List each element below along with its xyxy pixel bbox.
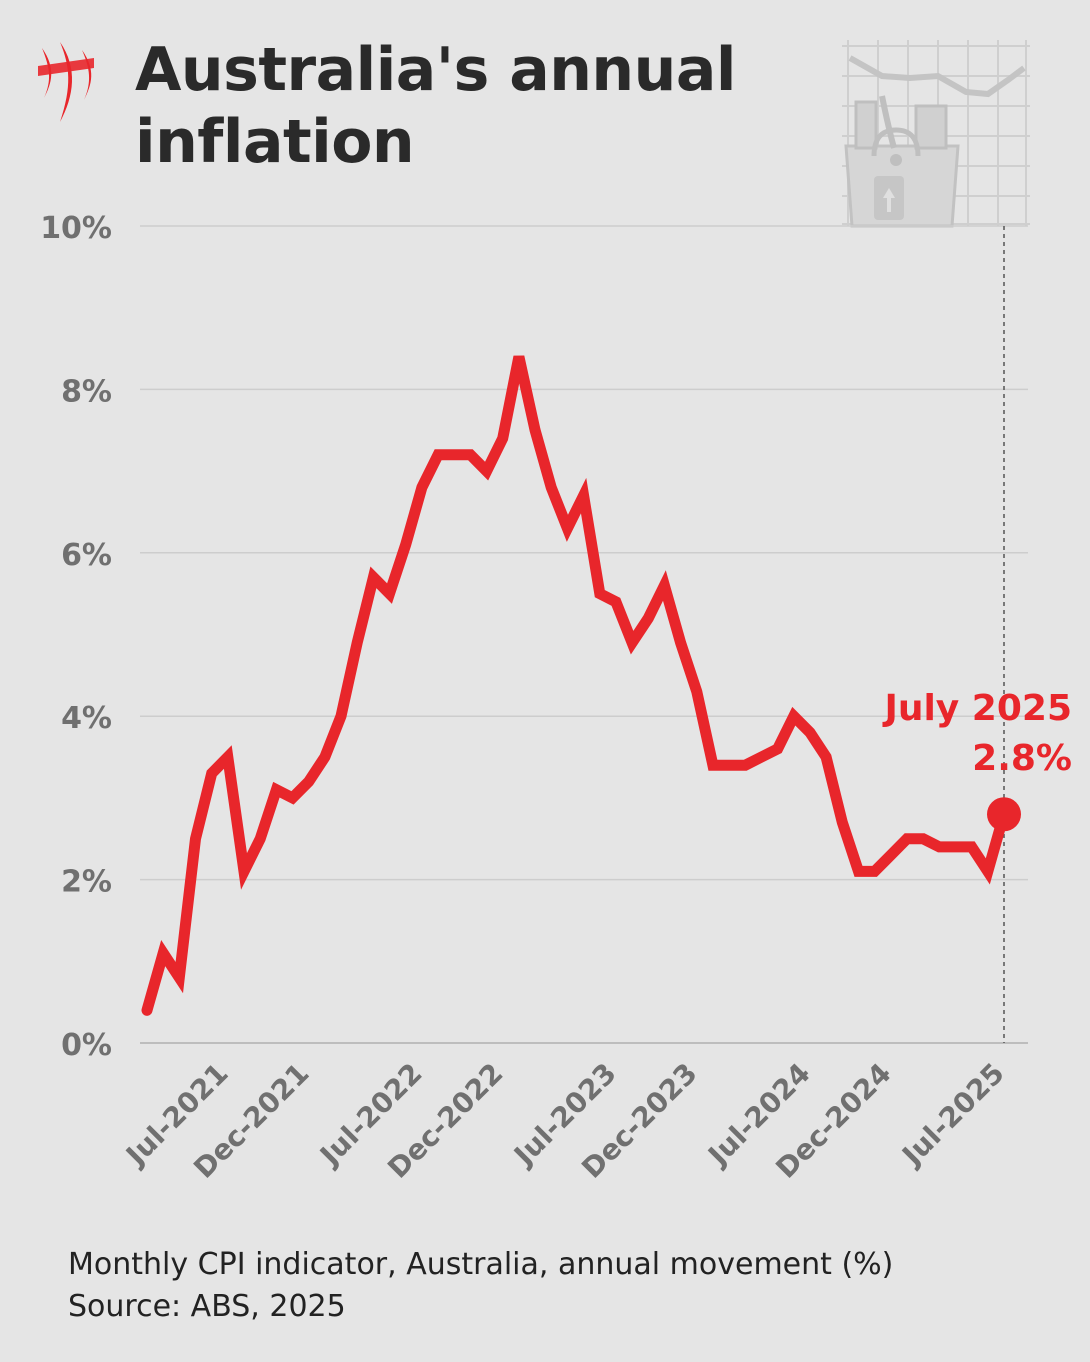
- annotation-value: 2.8%: [972, 738, 1072, 779]
- y-tick-label: 2%: [61, 865, 112, 900]
- y-axis-tick-labels: 0% 2% 4% 6% 8% 10%: [40, 211, 112, 1063]
- annotation-label: July 2025: [881, 688, 1072, 729]
- chart-footer: Monthly CPI indicator, Australia, annual…: [68, 1244, 893, 1328]
- y-tick-label: 0%: [61, 1028, 112, 1063]
- y-tick-label: 4%: [61, 701, 112, 736]
- y-tick-label: 10%: [40, 211, 112, 246]
- inflation-series-line: [141, 355, 1010, 1016]
- page-title: Australia's annual inflation: [135, 34, 775, 178]
- sbs-logo-icon: [38, 42, 94, 122]
- latest-value-marker: [987, 797, 1021, 832]
- title-line-2: inflation: [135, 107, 415, 177]
- chart-gridlines: [140, 225, 1028, 1044]
- x-axis-tick-labels: Jul-2021Dec-2021Jul-2022Dec-2022Jul-2023…: [118, 1057, 1010, 1185]
- chart-source: Source: ABS, 2025: [68, 1289, 346, 1324]
- y-tick-label: 8%: [61, 374, 112, 409]
- shopping-bag-price-chart-icon: [842, 40, 1030, 228]
- chart-subtitle: Monthly CPI indicator, Australia, annual…: [68, 1247, 894, 1282]
- y-tick-label: 6%: [61, 538, 112, 573]
- title-line-1: Australia's annual: [135, 35, 736, 105]
- x-tick-label: Jul-2025: [894, 1057, 1010, 1173]
